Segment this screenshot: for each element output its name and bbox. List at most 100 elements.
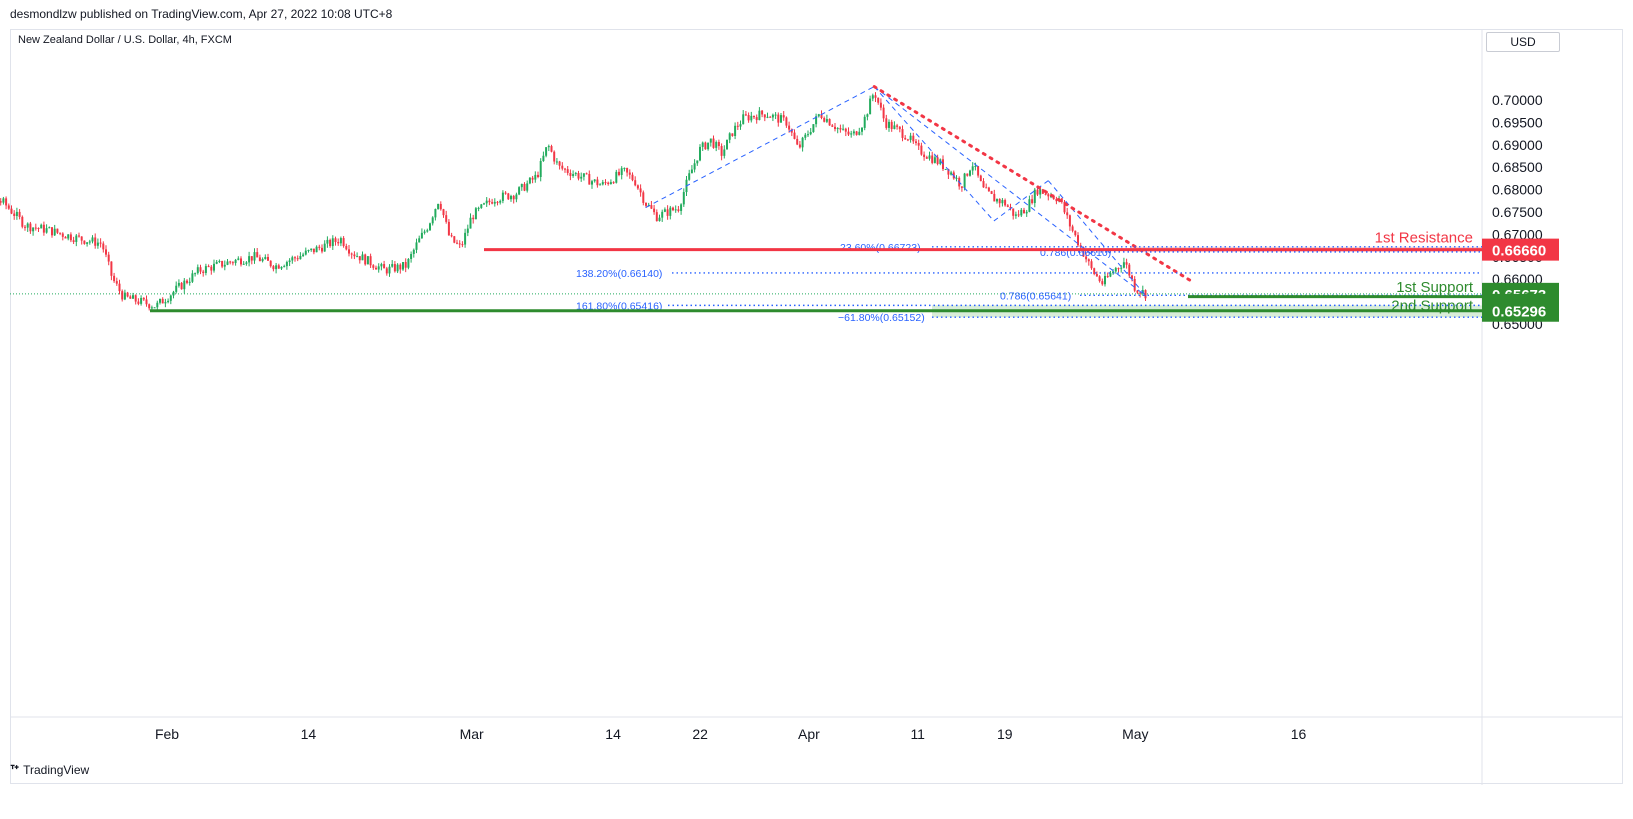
candle-body xyxy=(809,132,812,135)
candle-body xyxy=(429,223,431,231)
candle-body xyxy=(420,232,423,239)
candle-body xyxy=(229,261,232,263)
candle-body xyxy=(726,139,728,150)
candle-body xyxy=(1031,199,1034,204)
candle-body xyxy=(1063,202,1066,213)
candle-body xyxy=(628,172,631,175)
candle-body xyxy=(110,261,113,276)
x-tick-label: 11 xyxy=(910,726,925,742)
candle-body xyxy=(337,242,340,244)
candle-body xyxy=(148,304,151,309)
candle-body xyxy=(701,142,704,147)
candle-body xyxy=(888,121,890,128)
tradingview-logo-icon: ᐪᐩ xyxy=(10,762,19,777)
candle-body xyxy=(555,161,558,163)
candle-body xyxy=(844,128,847,132)
tradingview-brand[interactable]: ᐪᐩ TradingView xyxy=(10,762,89,778)
candle-body xyxy=(175,285,178,292)
candle-body xyxy=(1109,273,1112,277)
candle-body xyxy=(855,131,858,135)
candle-body xyxy=(577,173,580,179)
candle-body xyxy=(896,125,899,127)
candle-body xyxy=(210,266,213,271)
candle-body xyxy=(531,177,534,180)
candle-body xyxy=(1101,281,1104,285)
candle-body xyxy=(669,207,672,216)
pattern-line xyxy=(1047,180,1147,297)
candle-body xyxy=(599,184,602,186)
candle-body xyxy=(369,256,372,266)
x-tick-label: 19 xyxy=(997,726,1013,742)
x-tick-label: 16 xyxy=(1291,726,1307,742)
candle-body xyxy=(99,242,102,244)
candle-body xyxy=(534,174,537,180)
candle-body xyxy=(64,236,67,239)
candle-body xyxy=(871,95,874,99)
candle-body xyxy=(2,198,5,203)
candle-body xyxy=(404,262,407,268)
y-tick-label: 0.67500 xyxy=(1492,204,1543,220)
candle-body xyxy=(928,155,931,159)
candle-body xyxy=(183,280,186,290)
candle-body xyxy=(323,243,326,252)
pattern-line xyxy=(873,86,1147,297)
candle-body xyxy=(245,262,248,264)
candle-body xyxy=(739,124,742,127)
candle-body xyxy=(550,146,553,152)
candle-body xyxy=(923,154,926,158)
candle-body xyxy=(186,280,188,283)
candle-body xyxy=(969,170,971,176)
x-tick-label: 22 xyxy=(692,726,708,742)
candle-body xyxy=(990,191,993,194)
candle-body xyxy=(269,260,272,267)
candle-body xyxy=(24,226,26,228)
candle-body xyxy=(261,259,264,262)
candle-body xyxy=(1093,268,1096,275)
candle-body xyxy=(742,114,745,125)
candle-body xyxy=(782,115,785,118)
candle-body xyxy=(45,228,48,233)
candle-body xyxy=(977,166,980,176)
candle-body xyxy=(925,157,928,159)
candle-body xyxy=(134,295,137,302)
candle-body xyxy=(1033,189,1036,204)
candle-body xyxy=(971,166,974,171)
candle-body xyxy=(78,235,80,237)
candle-body xyxy=(159,298,161,303)
candle-body xyxy=(996,199,998,202)
candle-body xyxy=(94,237,97,246)
candle-body xyxy=(218,260,221,262)
candle-body xyxy=(852,131,855,134)
candle-body xyxy=(312,248,315,253)
currency-selector[interactable]: USD xyxy=(1486,32,1560,52)
candle-body xyxy=(294,257,296,259)
candle-body xyxy=(121,291,124,300)
candle-body xyxy=(815,116,818,125)
candle-body xyxy=(747,115,750,121)
candle-body xyxy=(777,114,780,123)
candle-body xyxy=(277,265,280,269)
candle-body xyxy=(545,147,548,156)
candle-body xyxy=(672,207,674,211)
candle-body xyxy=(526,183,529,191)
candle-body xyxy=(51,227,53,236)
candle-body xyxy=(898,126,901,130)
candle-body xyxy=(696,160,699,164)
resistance-price-tag xyxy=(1482,238,1559,261)
candle-body xyxy=(1136,290,1139,293)
candle-body xyxy=(518,187,521,195)
candle-body xyxy=(909,135,912,140)
candle-body xyxy=(310,248,313,251)
candle-body xyxy=(29,223,32,232)
fib-level-label: −61.80%(0.65152) xyxy=(838,312,925,324)
candle-body xyxy=(539,161,542,178)
candle-body xyxy=(461,244,464,246)
candle-body xyxy=(944,168,947,170)
candle-body xyxy=(248,256,251,263)
candle-body xyxy=(998,199,1001,204)
candle-body xyxy=(272,266,275,270)
candle-body xyxy=(204,266,207,273)
candle-body xyxy=(34,227,37,229)
candle-body xyxy=(1028,199,1031,212)
